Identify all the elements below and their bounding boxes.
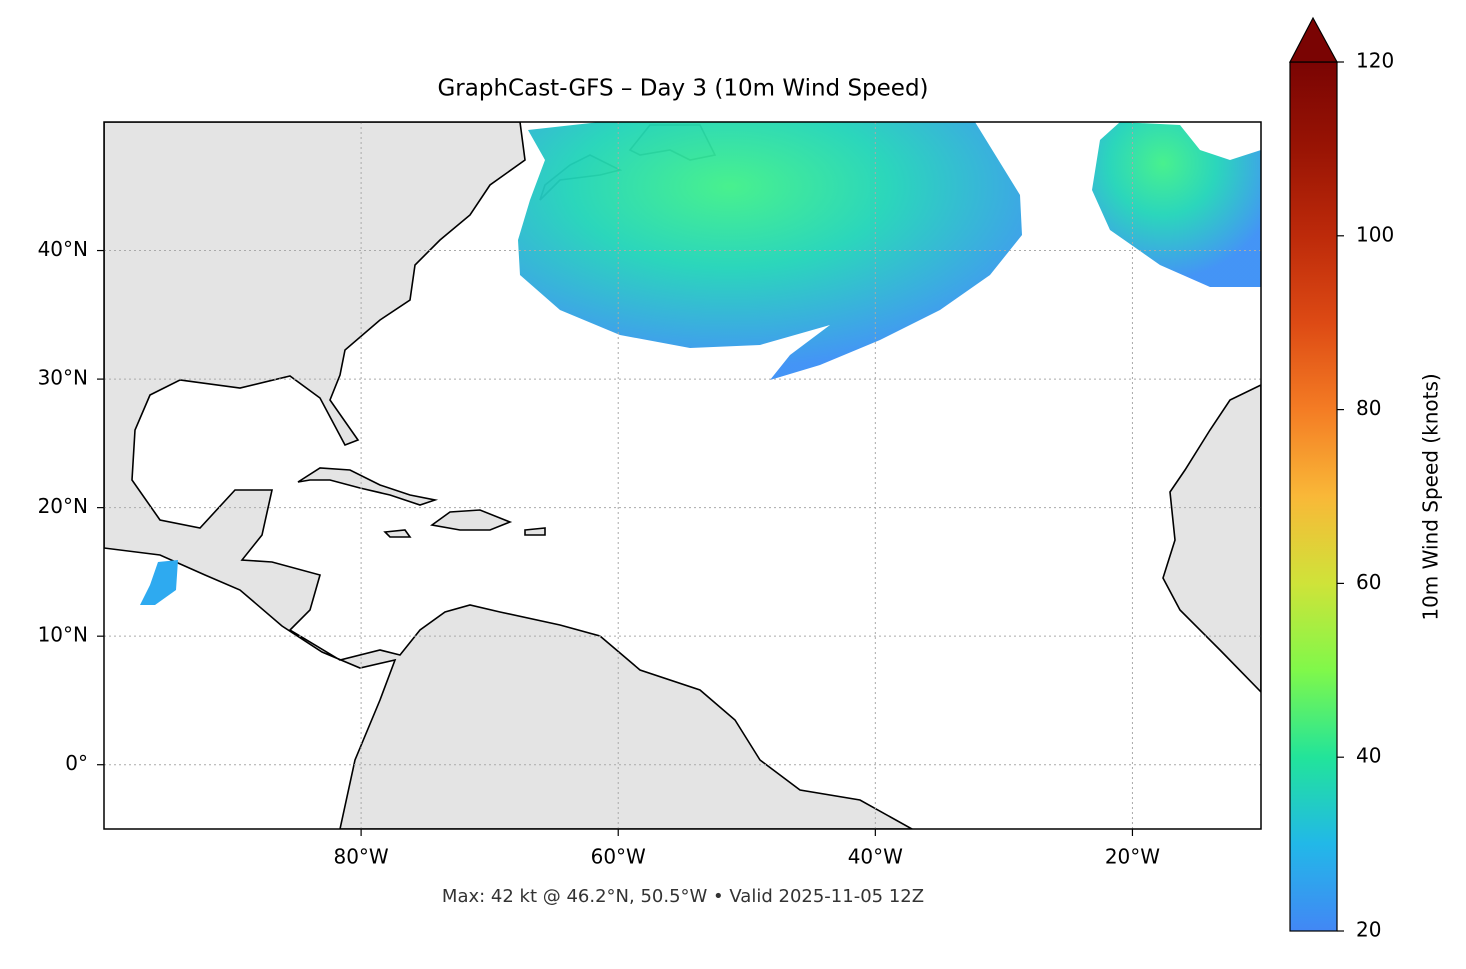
map xyxy=(104,122,1261,829)
y-tick-label: 0° xyxy=(65,751,88,775)
colorbar-extend xyxy=(1289,16,1339,63)
map-frame xyxy=(103,121,1262,830)
wind-swath xyxy=(140,560,178,605)
colorbar xyxy=(1289,61,1338,932)
colorbar-label: 10m Wind Speed (knots) xyxy=(1419,373,1443,620)
y-tick-label: 10°N xyxy=(38,623,88,647)
africa xyxy=(1162,384,1261,694)
colorbar-tick-label: 80 xyxy=(1356,396,1381,420)
colorbar-tick-label: 60 xyxy=(1356,570,1381,594)
cuba xyxy=(297,467,439,506)
americas xyxy=(104,122,914,829)
y-tick-label: 30°N xyxy=(38,366,88,390)
axes xyxy=(97,122,1261,836)
colorbar-tick-label: 20 xyxy=(1356,918,1381,942)
x-tick-label: 20°W xyxy=(1105,845,1160,869)
colorbar-tick-label: 100 xyxy=(1356,222,1394,246)
x-tick-label: 40°W xyxy=(848,845,903,869)
colorbar-tick-label: 120 xyxy=(1356,49,1394,73)
hispaniola xyxy=(383,509,546,538)
colorbar-tick-label: 40 xyxy=(1356,744,1381,768)
y-tick-label: 40°N xyxy=(38,237,88,261)
wind-swath xyxy=(1092,122,1261,287)
y-tick-label: 20°N xyxy=(38,494,88,518)
footer-note: Max: 42 kt @ 46.2°N, 50.5°W • Valid 2025… xyxy=(442,886,924,907)
x-tick-label: 80°W xyxy=(333,845,388,869)
x-tick-label: 60°W xyxy=(591,845,646,869)
chart-title: GraphCast-GFS – Day 3 (10m Wind Speed) xyxy=(437,76,928,102)
